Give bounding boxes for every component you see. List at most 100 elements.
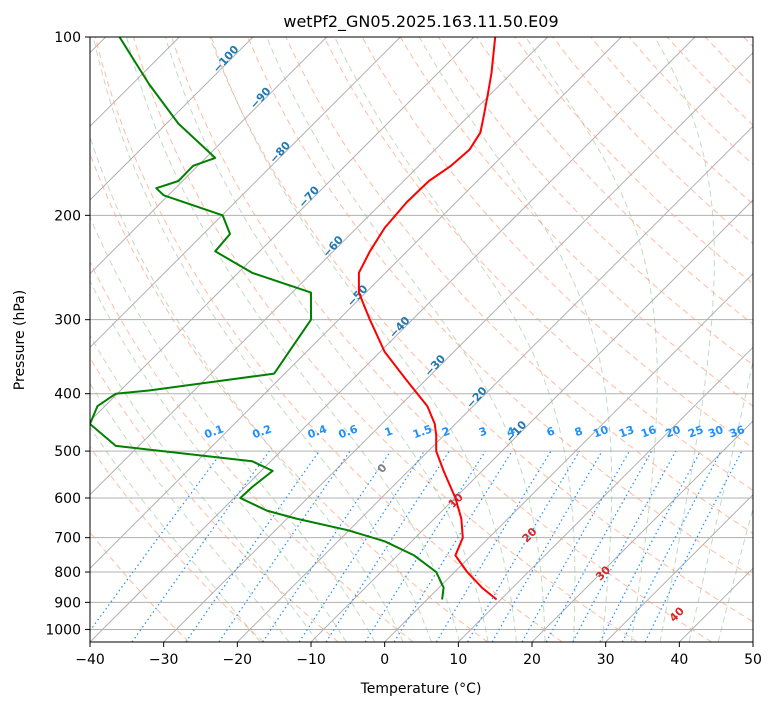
mixing-ratio-label: 6	[545, 424, 557, 439]
dry-adiabat-line	[437, 37, 753, 366]
dry-adiabat-line	[743, 37, 753, 48]
mixing-ratio-label: 8	[573, 424, 585, 439]
x-tick-label: −30	[149, 652, 179, 668]
dry-adiabat-line	[285, 37, 753, 535]
profile-lines	[90, 37, 498, 601]
y-tick-label: 1000	[45, 622, 81, 638]
dry-adiabat-line	[90, 446, 264, 642]
mixing-ratio-label: 0.4	[306, 422, 329, 441]
mixing-ratio-line	[298, 450, 425, 642]
dry-adiabat-line	[323, 37, 753, 491]
y-tick-label: 100	[54, 30, 81, 46]
isotherm-line	[605, 493, 753, 642]
isotherm-line	[90, 37, 475, 422]
dry-adiabat-line	[590, 37, 753, 205]
mixing-ratio-line	[185, 450, 320, 642]
mixing-ratio-line	[466, 450, 580, 642]
moist-adiabat-label: 40	[667, 604, 687, 624]
moist-adiabat-line	[90, 426, 261, 642]
y-tick-label: 600	[54, 491, 81, 507]
x-tick-label: −20	[223, 652, 253, 668]
mixing-ratio-label: 0.6	[337, 422, 360, 441]
mixing-ratio-line	[364, 450, 486, 642]
moist-adiabat-line	[126, 37, 461, 642]
moist-adiabat-line	[688, 358, 753, 642]
isotherm-line	[236, 125, 753, 642]
isotherm-line	[90, 37, 549, 496]
mixing-ratio-line	[599, 450, 702, 642]
isotherm-line	[678, 567, 753, 642]
plot-frame	[89, 36, 754, 643]
dry-adiabat-line	[90, 152, 488, 642]
dry-adiabat-line	[94, 37, 563, 642]
mixing-ratio-label: 0.1	[203, 422, 226, 441]
mixing-ratio-label: 1	[383, 424, 395, 439]
moist-adiabat-line	[210, 37, 517, 642]
y-tick-label: 700	[54, 531, 81, 547]
moist-adiabat-line	[654, 37, 715, 642]
x-tick-label: 20	[523, 652, 541, 668]
isotherm-line	[90, 37, 328, 275]
moist-adiabat-line	[92, 37, 432, 642]
mixing-ratio-label: 2	[440, 424, 452, 439]
moist-adiabat-line	[90, 135, 404, 642]
x-tick-label: −10	[296, 652, 326, 668]
mixing-ratio-line	[131, 450, 270, 642]
dry-adiabat-label: −30	[422, 352, 448, 379]
mixing-ratio-label: 1.5	[411, 422, 434, 441]
mixing-ratio-label: 0.2	[251, 422, 274, 441]
moist-adiabat-line	[717, 506, 753, 642]
isotherm-line	[163, 51, 753, 642]
isotherm-line	[90, 37, 401, 349]
mixing-ratio-label: 30	[706, 423, 725, 441]
moist-adiabat-label: 30	[593, 563, 613, 583]
mixing-ratio-line	[545, 450, 653, 642]
dry-adiabat-line	[666, 37, 753, 126]
moist-adiabat-line	[525, 37, 658, 642]
mixing-ratio-label: 25	[686, 423, 705, 440]
x-tick-label: −40	[75, 652, 105, 668]
x-tick-label: 40	[670, 652, 688, 668]
dry-adiabat-line	[476, 37, 753, 325]
background-lines	[90, 37, 753, 642]
dewpoint-line	[90, 37, 445, 600]
temperature-line	[357, 37, 498, 601]
moist-adiabat-line	[90, 215, 376, 642]
moist-adiabat-line	[90, 334, 319, 642]
y-tick-label: 900	[54, 595, 81, 611]
mixing-ratio-line	[325, 450, 450, 642]
isotherm-line	[90, 37, 696, 642]
x-tick-label: 30	[597, 652, 615, 668]
moist-adiabat-line	[266, 37, 546, 642]
mixing-ratio-line	[644, 450, 743, 642]
isotherm-line	[457, 346, 753, 642]
mixing-ratio-line	[393, 450, 513, 642]
moist-adiabat-line	[164, 37, 489, 642]
moist-adiabat-line	[90, 382, 290, 642]
dry-adiabat-label: −70	[296, 183, 322, 210]
moist-adiabat-label: 0	[375, 461, 390, 476]
y-axis: 1000 900 800 700 600 500 400 300 200 100	[45, 30, 90, 638]
mixing-ratio-line	[435, 450, 552, 642]
mixing-ratio-line	[90, 450, 223, 632]
dry-adiabat-line	[90, 531, 190, 642]
dry-adiabat-line	[171, 37, 712, 642]
y-axis-title: Pressure (hPa)	[12, 290, 28, 390]
dry-adiabat-label: −90	[248, 84, 274, 111]
mixing-ratio-label: 13	[617, 423, 636, 440]
mixing-ratio-label: 36	[728, 423, 747, 441]
x-axis-title: Temperature (°C)	[360, 681, 482, 697]
isotherm-line	[90, 37, 254, 201]
mixing-ratio-label: 10	[591, 423, 610, 441]
mixing-ratio-label: 20	[664, 423, 683, 441]
y-tick-label: 400	[54, 387, 81, 403]
mixing-ratio-label: 16	[639, 423, 658, 441]
x-axis: −40 −30 −20 −10 0 10 20 30 40 50	[75, 642, 762, 668]
dry-adiabat-label: −80	[267, 139, 293, 166]
moist-adiabat-line	[418, 37, 613, 642]
dry-adiabat-line	[514, 37, 753, 285]
isotherm-line	[384, 272, 753, 642]
dry-adiabat-label: −40	[387, 314, 413, 341]
dry-adiabat-line	[90, 356, 339, 642]
isotherm-line	[90, 37, 622, 570]
